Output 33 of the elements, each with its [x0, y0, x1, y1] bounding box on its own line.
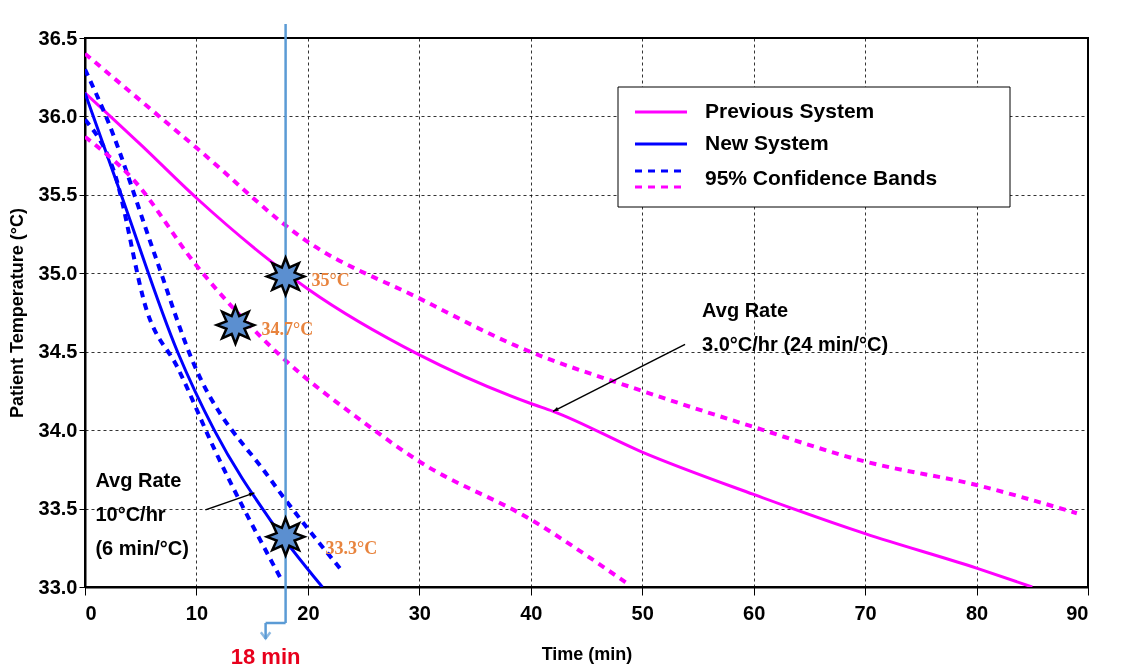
ref-line-label: 18 min: [230, 644, 301, 666]
annotation: 33.3°C: [325, 537, 378, 558]
x-tick-label: 40: [520, 601, 543, 624]
point: [263, 514, 308, 559]
point: [263, 254, 308, 299]
annotation: 35°C: [311, 270, 350, 291]
legend-label: Previous System: [705, 99, 875, 122]
y-axis-title: Patient Temperature (°C): [6, 208, 27, 418]
line-series: [85, 91, 1034, 587]
legend-label: New System: [705, 131, 829, 154]
x-tick-label: 60: [743, 601, 766, 624]
annotation: Avg Rate 10°C/hr (6 min/°C): [95, 468, 189, 559]
point: [213, 303, 258, 347]
x-tick-label: 70: [854, 601, 877, 624]
y-tick-label: 33.5: [38, 497, 78, 520]
x-tick-label: 10: [185, 601, 209, 624]
y-tick-label: 34.5: [38, 340, 78, 363]
legend-label: 95% Confidence Bands: [705, 166, 938, 189]
line-series: [85, 134, 628, 585]
x-tick-label: 0: [85, 601, 97, 624]
x-tick-label: 30: [408, 601, 431, 624]
y-tick-label: 35.5: [38, 183, 78, 206]
x-tick-label: 80: [965, 601, 989, 624]
x-tick-label: 90: [1066, 601, 1089, 624]
x-axis-title: Time (min): [541, 643, 633, 664]
annotation: Avg Rate 3.0°C/hr (24 min/°C): [702, 299, 889, 356]
y-tick-label: 34.0: [38, 418, 78, 441]
y-tick-label: 33.0: [38, 575, 78, 598]
y-tick-label: 35.0: [38, 261, 78, 284]
x-tick-label: 20: [297, 601, 320, 624]
y-tick-label: 36.5: [38, 26, 78, 49]
y-tick-label: 36.0: [38, 104, 78, 127]
x-tick-label: 50: [631, 601, 654, 624]
